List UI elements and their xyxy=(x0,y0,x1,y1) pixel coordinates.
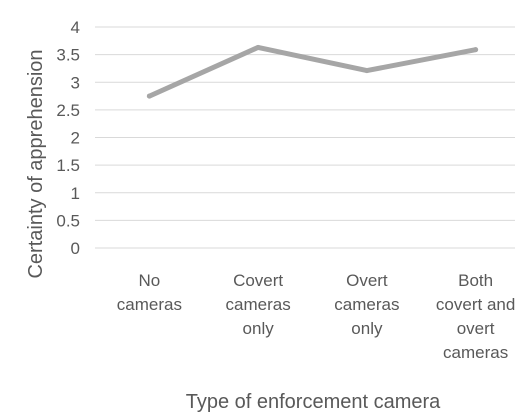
series-lines xyxy=(146,44,479,99)
x-category-label-line: No xyxy=(139,271,161,290)
y-tick-label: 2 xyxy=(71,129,80,148)
x-category-label-line: Both xyxy=(458,271,493,290)
x-category-label: Overt cameras only xyxy=(334,271,399,338)
x-axis-title: Type of enforcement camera xyxy=(186,391,441,413)
y-tick-label: 0 xyxy=(71,239,80,258)
x-category-label-line: covert and xyxy=(436,295,515,314)
y-tick-label: 1.5 xyxy=(56,156,80,175)
x-category-label-line: cameras xyxy=(117,295,182,314)
data-point xyxy=(473,47,479,53)
y-axis-tick-labels: 0 0.5 1 1.5 2 2.5 3 3.5 4 xyxy=(56,18,80,258)
x-category-label: No cameras xyxy=(117,271,182,314)
y-tick-label: 4 xyxy=(71,18,80,37)
x-category-label-line: Overt xyxy=(346,271,388,290)
x-category-label-line: cameras xyxy=(334,295,399,314)
y-tick-label: 3.5 xyxy=(56,46,80,65)
y-axis-title: Certainty of apprehension xyxy=(25,49,47,278)
y-tick-label: 3 xyxy=(71,73,80,92)
x-category-label: Both covert and overt cameras xyxy=(436,271,515,362)
x-category-label-line: cameras xyxy=(443,343,508,362)
x-category-label-line: overt xyxy=(457,319,495,338)
x-category-label-line: only xyxy=(351,319,383,338)
y-tick-label: 0.5 xyxy=(56,211,80,230)
x-category-label-line: only xyxy=(243,319,275,338)
x-axis-category-labels: No cameras Covert cameras only Overt cameras on… xyxy=(117,271,516,362)
data-point xyxy=(255,44,261,50)
x-category-label-line: cameras xyxy=(226,295,291,314)
data-point xyxy=(146,93,152,99)
y-tick-label: 1 xyxy=(71,184,80,203)
x-category-label: Covert cameras only xyxy=(226,271,291,338)
gridlines xyxy=(95,26,515,249)
y-tick-label: 2.5 xyxy=(56,101,80,120)
x-category-label-line: Covert xyxy=(233,271,283,290)
data-point xyxy=(364,68,370,74)
series-line xyxy=(146,44,479,99)
